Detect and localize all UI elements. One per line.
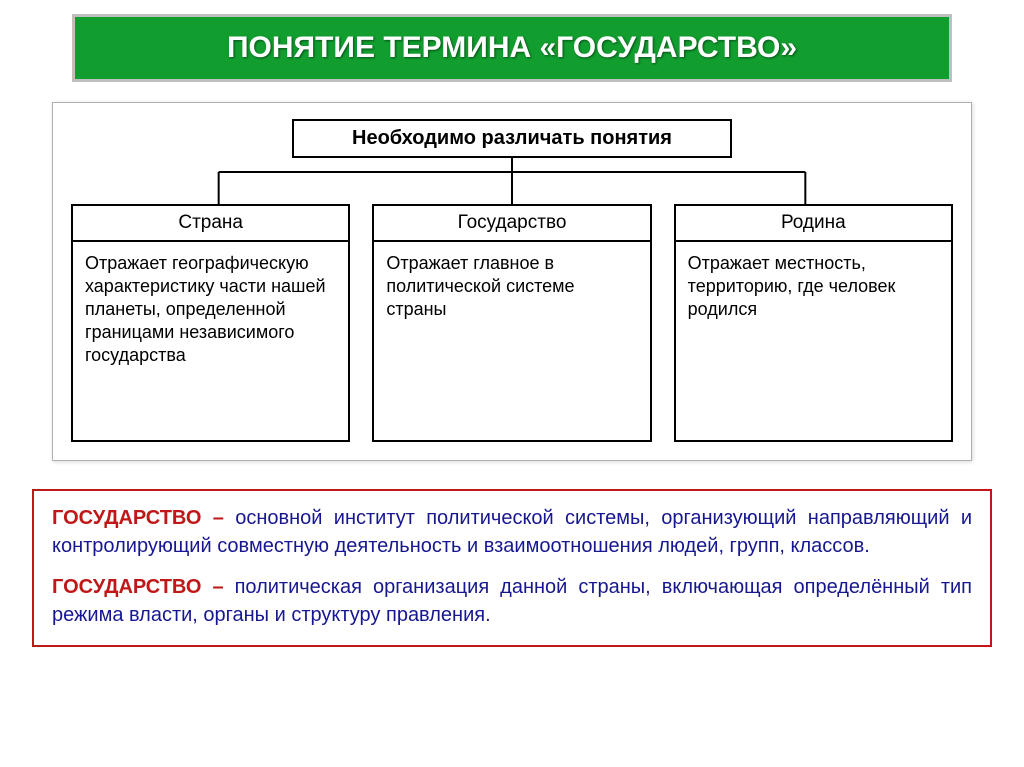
column-body: Отражает географи­ческую характери­стику… xyxy=(71,242,350,442)
column-header: Страна xyxy=(71,204,350,242)
diagram-top-box: Необходимо различать понятия xyxy=(292,119,732,158)
diagram-column: Страна Отражает географи­ческую характер… xyxy=(71,204,350,442)
definition-term: ГОСУДАРСТВО xyxy=(52,576,201,598)
definitions-box: ГОСУДАРСТВО – основной институт политиче… xyxy=(32,489,992,647)
definition-dash: – xyxy=(201,507,235,529)
diagram-column: Государство Отражает главное в политичес… xyxy=(372,204,651,442)
column-body: Отражает местность, территорию, где чело… xyxy=(674,242,953,442)
column-body: Отражает главное в политической системе … xyxy=(372,242,651,442)
definition-dash: – xyxy=(201,576,234,598)
diagram-connectors xyxy=(71,158,953,204)
diagram-columns: Страна Отражает географи­ческую характер… xyxy=(71,204,953,442)
slide-title-banner: ПОНЯТИЕ ТЕРМИНА «ГОСУДАРСТВО» xyxy=(72,14,952,82)
concepts-diagram: Необходимо различать понятия Страна Отра… xyxy=(52,102,972,461)
column-header: Родина xyxy=(674,204,953,242)
definition-paragraph: ГОСУДАРСТВО – основной институт политиче… xyxy=(52,505,972,560)
definition-paragraph: ГОСУДАРСТВО – политическая организация д… xyxy=(52,574,972,629)
diagram-column: Родина Отражает местность, территорию, г… xyxy=(674,204,953,442)
diagram-top-label: Необходимо различать понятия xyxy=(352,127,672,149)
definition-term: ГОСУДАРСТВО xyxy=(52,507,201,529)
slide-title-text: ПОНЯТИЕ ТЕРМИНА «ГОСУДАРСТВО» xyxy=(227,31,797,64)
column-header: Государство xyxy=(372,204,651,242)
